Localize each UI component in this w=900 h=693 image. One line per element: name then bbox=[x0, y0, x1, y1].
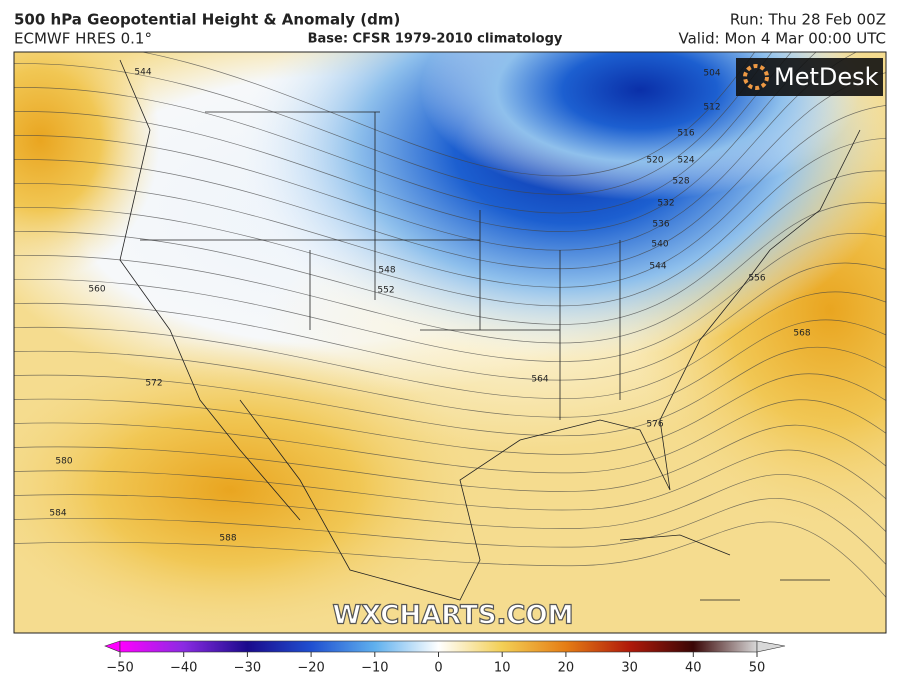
contour-label: 504 bbox=[703, 69, 720, 79]
colorbar-tick-label: 30 bbox=[621, 661, 638, 676]
colorbar-tick-label: −50 bbox=[106, 661, 133, 676]
contour-label: 536 bbox=[652, 220, 669, 230]
contour-line bbox=[14, 72, 886, 270]
contour-line bbox=[14, 233, 886, 362]
contour-line bbox=[14, 137, 886, 307]
contour-line bbox=[14, 399, 886, 474]
contour-label: 528 bbox=[672, 177, 689, 187]
run: Run: Thu 28 Feb 00Z bbox=[730, 11, 886, 29]
contour-label: 512 bbox=[703, 103, 720, 113]
contour-line bbox=[14, 105, 886, 288]
contour-line bbox=[14, 291, 886, 400]
contour-label: 548 bbox=[378, 266, 395, 276]
contour-label: 576 bbox=[646, 420, 663, 430]
map: 504 512 516 520 524 528 532 536 540 544 544 548 552 5… bbox=[14, 52, 886, 633]
contour-label: 532 bbox=[657, 199, 674, 209]
climatology: Base: CFSR 1979-2010 climatology bbox=[308, 32, 563, 47]
colorbar-tick-label: 10 bbox=[494, 661, 511, 676]
colorbar-tick-label: 0 bbox=[434, 661, 442, 676]
contour-label: 588 bbox=[219, 534, 236, 544]
contour-line bbox=[14, 52, 858, 251]
valid: Valid: Mon 4 Mar 00:00 UTC bbox=[679, 30, 886, 48]
contour-line bbox=[14, 474, 886, 533]
colorbar-tick-label: −10 bbox=[361, 661, 388, 676]
colorbar-tick-label: 50 bbox=[749, 661, 766, 676]
colorbar-tick-label: 20 bbox=[558, 661, 575, 676]
title: 500 hPa Geopotential Height & Anomaly (d… bbox=[14, 11, 400, 29]
colorbar-tick-label: −30 bbox=[234, 661, 261, 676]
contour-label: 560 bbox=[88, 285, 105, 295]
contour-line bbox=[14, 170, 886, 325]
map-frame bbox=[13, 51, 887, 634]
contour-label: 520 bbox=[646, 156, 663, 166]
contour-label: 544 bbox=[649, 262, 666, 272]
contour-line bbox=[14, 521, 886, 598]
contour-label: 572 bbox=[145, 379, 162, 389]
contour-line bbox=[14, 373, 886, 455]
contour-label: 540 bbox=[651, 240, 668, 250]
colorbar-tick-label: −40 bbox=[170, 661, 197, 676]
contour-line bbox=[14, 498, 886, 566]
contour-line bbox=[14, 346, 886, 437]
contour-label: 556 bbox=[748, 274, 765, 284]
watermark: WXCHARTS.COM bbox=[332, 601, 573, 631]
contour-label: 568 bbox=[793, 329, 810, 339]
contour-line bbox=[140, 52, 756, 177]
contour-line bbox=[14, 449, 886, 511]
contour-label: 552 bbox=[377, 286, 394, 296]
contour-label: 516 bbox=[677, 129, 694, 139]
model: ECMWF HRES 0.1° bbox=[14, 30, 152, 48]
contour-label: 584 bbox=[49, 509, 66, 519]
contour-line bbox=[14, 52, 773, 195]
colorbar-tick-label: −20 bbox=[297, 661, 324, 676]
colorbar: −50 −40 −30 −20 −10 0 10 20 30 40 50 bbox=[104, 640, 786, 676]
contour-label: 564 bbox=[531, 375, 548, 385]
contour-line bbox=[14, 262, 886, 381]
colorbar-tick-label: 40 bbox=[685, 661, 702, 676]
contour-line bbox=[14, 202, 886, 344]
contour-label: 544 bbox=[134, 68, 151, 78]
contour-line bbox=[14, 52, 792, 214]
contour-label: 524 bbox=[677, 156, 694, 166]
contour-line bbox=[14, 424, 886, 492]
logo: MetDesk bbox=[774, 63, 879, 91]
contour-label: 580 bbox=[55, 457, 72, 467]
contour-line bbox=[14, 319, 886, 418]
